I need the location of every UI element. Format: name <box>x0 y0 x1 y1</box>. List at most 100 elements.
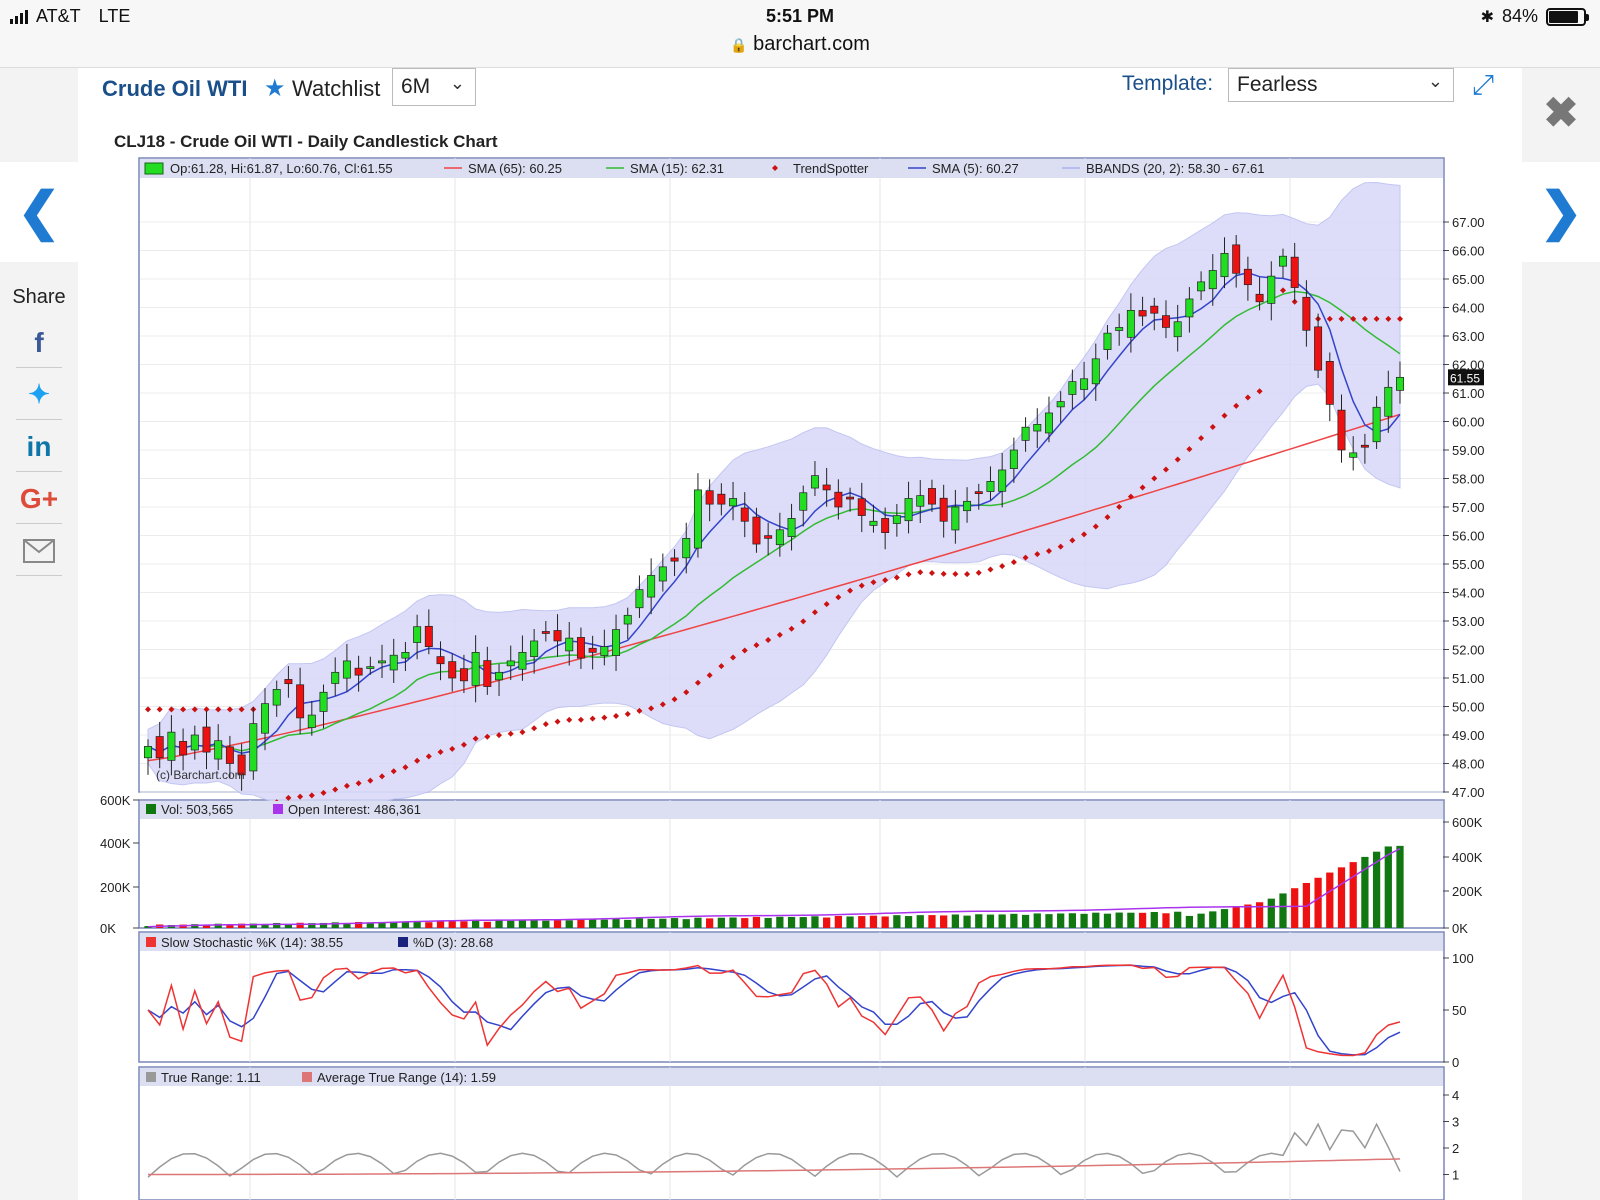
trendspotter-dot <box>554 718 561 725</box>
candle <box>647 575 656 598</box>
trendspotter-dot <box>905 571 912 578</box>
trendspotter-dot <box>589 715 596 722</box>
trendspotter-dot <box>870 579 877 586</box>
candle <box>167 731 176 761</box>
candle <box>237 754 246 776</box>
volume-bar <box>776 916 784 928</box>
trendspotter-dot <box>238 706 245 713</box>
trendspotter-dot <box>1034 551 1041 558</box>
trendspotter-dot <box>308 792 315 799</box>
candle <box>799 492 808 511</box>
candle <box>495 671 504 681</box>
candle <box>623 614 632 625</box>
linkedin-icon: in <box>26 430 52 462</box>
sma15-legend: SMA (15): 62.31 <box>630 161 724 176</box>
price-tick-label: 57.00 <box>1452 500 1485 515</box>
trendspotter-dot <box>1268 276 1275 282</box>
volume-bar <box>624 919 632 928</box>
candle <box>471 651 480 686</box>
volume-bar <box>858 916 866 928</box>
volume-bar <box>647 918 655 928</box>
address-bar[interactable]: 🔒 barchart.com <box>0 33 1600 56</box>
trendspotter-dot <box>928 569 935 576</box>
price-tick-label: 51.00 <box>1452 671 1485 686</box>
volume-left-tick: 600K <box>100 793 131 808</box>
network-type: LTE <box>98 6 131 26</box>
candle <box>459 668 468 682</box>
period-select[interactable]: 6M ⌄ <box>392 68 476 106</box>
trendspotter-dot <box>390 768 397 775</box>
candle <box>1349 452 1358 458</box>
volume-bar <box>1033 913 1041 928</box>
sma65-line <box>147 413 1401 762</box>
volume-bar <box>518 920 527 928</box>
volume-bar <box>1255 902 1264 928</box>
googleplus-share-button[interactable]: G+ <box>16 474 62 524</box>
chevron-down-icon: ⌄ <box>1427 71 1443 91</box>
candle <box>179 741 188 756</box>
trendspotter-dot <box>191 706 198 713</box>
tr-tick: 1 <box>1452 1168 1459 1183</box>
trendspotter-dot <box>765 636 772 643</box>
atr-legend: Average True Range (14): 1.59 <box>317 1070 496 1085</box>
trendspotter-dot <box>250 706 257 713</box>
volume-bar <box>904 916 913 928</box>
twitter-icon: ✦ <box>28 379 50 409</box>
volume-bar <box>390 921 398 928</box>
candle <box>764 535 773 539</box>
volume-bar <box>799 917 807 928</box>
trendspotter-dot <box>975 569 982 576</box>
volume-bar <box>1279 893 1287 928</box>
price-tick-label: 63.00 <box>1452 329 1485 344</box>
twitter-share-button[interactable]: ✦ <box>16 370 62 420</box>
volume-bar <box>998 914 1006 928</box>
trendspotter-dot <box>835 594 842 601</box>
candle <box>869 520 878 526</box>
candle <box>1126 310 1135 338</box>
candle <box>1150 305 1159 314</box>
linkedin-share-button[interactable]: in <box>16 422 62 472</box>
volume-bar <box>1045 914 1053 928</box>
trendspotter-dot <box>1010 559 1017 566</box>
trendspotter-dot <box>659 701 666 708</box>
candle <box>729 498 738 507</box>
trendspotter-dot <box>425 753 432 760</box>
volume-bar <box>296 922 304 928</box>
candle <box>1325 361 1334 405</box>
battery-icon <box>1546 7 1589 26</box>
watchlist-button[interactable]: Watchlist <box>292 76 381 101</box>
volume-right-tick: 200K <box>1452 884 1483 899</box>
trendspotter-dot <box>800 618 807 625</box>
volume-left-tick: 400K <box>100 836 131 851</box>
candle <box>892 515 901 524</box>
trendspotter-swatch <box>772 165 778 171</box>
prev-arrow-button[interactable]: ❮ <box>0 162 78 262</box>
volume-bar <box>1021 914 1030 928</box>
candle <box>670 557 679 562</box>
trendspotter-dot <box>1221 412 1228 419</box>
mail-icon <box>23 538 55 563</box>
facebook-share-button[interactable]: f <box>16 318 62 368</box>
trendspotter-dot <box>706 672 713 679</box>
close-icon[interactable]: ✖ <box>1543 89 1579 136</box>
stoch-d-legend: %D (3): 28.68 <box>413 935 493 950</box>
candle <box>1173 321 1182 338</box>
volume-bar <box>202 924 211 928</box>
volume-right-tick: 400K <box>1452 850 1483 865</box>
expand-icon[interactable]: ⤢ <box>1471 69 1495 100</box>
facebook-icon: f <box>34 326 44 358</box>
price-tick-label: 50.00 <box>1452 700 1485 715</box>
trendspotter-dot <box>694 679 701 686</box>
instrument-title[interactable]: Crude Oil WTI <box>102 76 248 101</box>
volume-bar <box>893 915 901 928</box>
star-icon[interactable]: ★ <box>264 75 286 102</box>
trendspotter-dot <box>1057 543 1064 550</box>
volume-bar <box>1337 867 1346 928</box>
template-select[interactable]: Fearless ⌄ <box>1228 68 1454 102</box>
next-arrow-button[interactable]: ❯ <box>1522 162 1600 262</box>
stochastic-tick: 0 <box>1452 1055 1459 1070</box>
clock: 5:51 PM <box>765 6 835 26</box>
candle <box>1080 378 1089 390</box>
trendspotter-dot <box>226 706 233 713</box>
email-share-button[interactable] <box>16 526 62 576</box>
